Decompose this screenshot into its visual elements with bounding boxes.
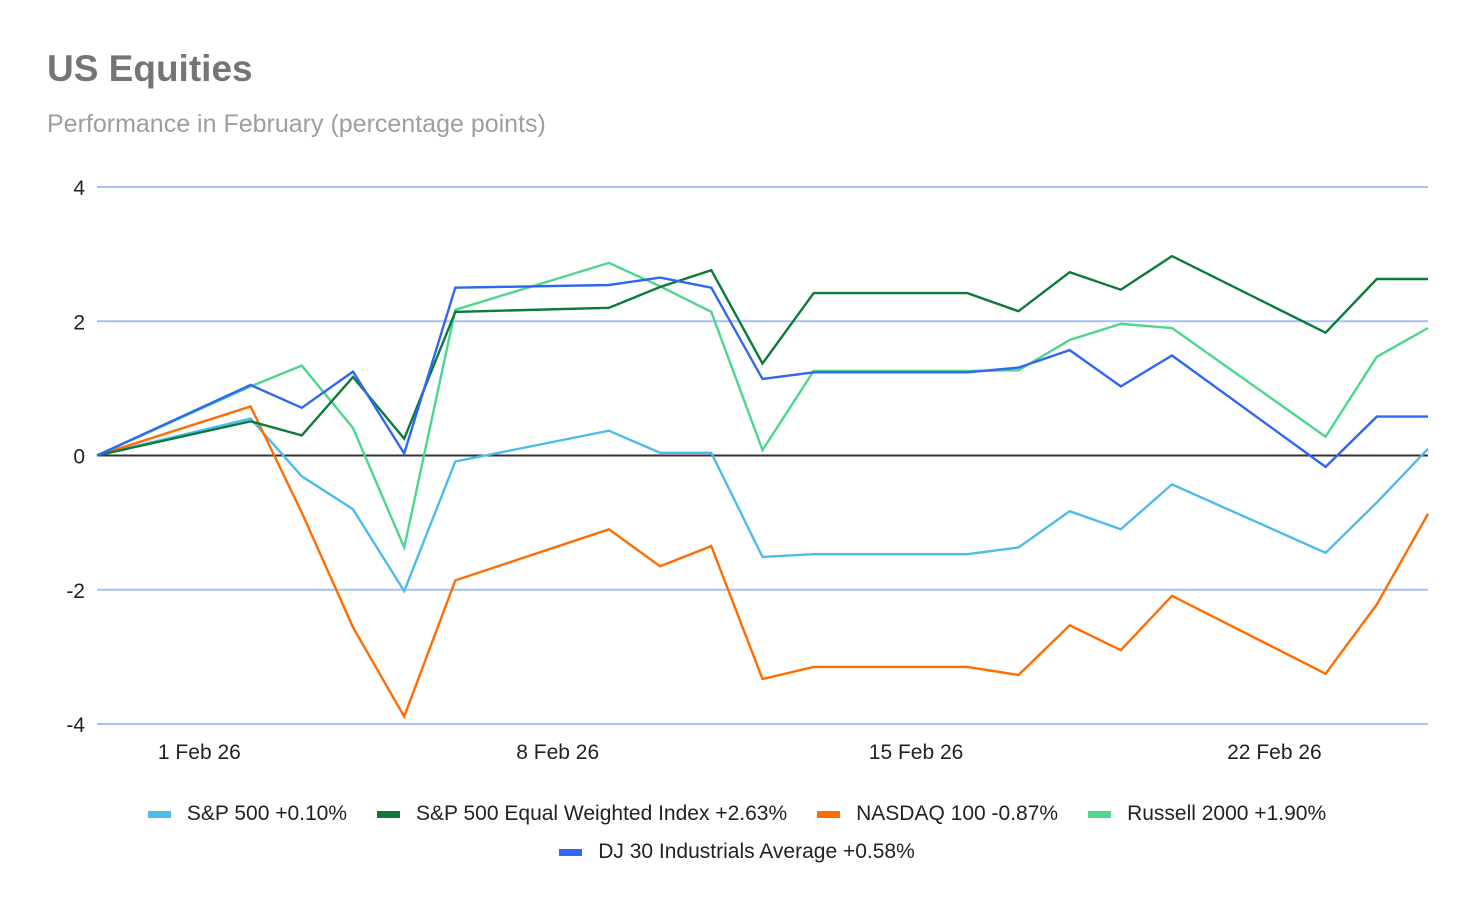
gridlines (97, 186, 1428, 725)
legend-label: NASDAQ 100 -0.87% (856, 802, 1059, 825)
chart-title: US Equities (47, 48, 253, 89)
legend-item: S&P 500 Equal Weighted Index +2.63% (377, 802, 787, 826)
legend-swatch (817, 810, 841, 818)
legend-item: NASDAQ 100 -0.87% (817, 802, 1058, 826)
y-tick-label: -4 (66, 714, 85, 737)
legend-label: S&P 500 +0.10% (186, 802, 348, 825)
legend-row: DJ 30 Industrials Average +0.58% (0, 833, 1474, 871)
x-axis-ticks: 1 Feb 26 8 Feb 26 15 Feb 26 22 Feb 26 (158, 741, 1322, 764)
legend-label: S&P 500 Equal Weighted Index +2.63% (416, 802, 788, 825)
chart-subtitle: Performance in February (percentage poin… (47, 110, 546, 138)
x-tick-label: 22 Feb 26 (1227, 741, 1322, 764)
series-line (96, 254, 1428, 457)
series-line (96, 417, 1429, 594)
legend-swatch (147, 810, 171, 818)
series-lines (96, 254, 1430, 720)
legend-swatch (1088, 810, 1112, 818)
legend-label: DJ 30 Industrials Average +0.58% (598, 840, 915, 863)
y-tick-label: 2 (73, 311, 85, 334)
legend-swatch (559, 848, 583, 856)
x-tick-label: 8 Feb 26 (516, 741, 599, 764)
legend-item: DJ 30 Industrials Average +0.58% (559, 840, 915, 864)
legend-item: Russell 2000 +1.90% (1088, 802, 1326, 826)
legend-swatch (377, 810, 401, 818)
y-tick-label: 0 (73, 446, 85, 469)
legend-label: Russell 2000 +1.90% (1127, 802, 1327, 825)
y-tick-label: 4 (73, 177, 85, 200)
y-axis-ticks: 4 2 0 -2 -4 (66, 177, 85, 737)
series-line (96, 261, 1429, 552)
x-tick-label: 15 Feb 26 (869, 741, 964, 764)
y-tick-label: -2 (66, 580, 85, 603)
x-tick-label: 1 Feb 26 (158, 741, 241, 764)
legend-row: S&P 500 +0.10% S&P 500 Equal Weighted Ind… (0, 795, 1474, 833)
series-line (96, 405, 1430, 720)
legend-item: S&P 500 +0.10% (147, 802, 348, 826)
series-line (96, 276, 1428, 469)
legend: S&P 500 +0.10% S&P 500 Equal Weighted Ind… (0, 795, 1474, 871)
